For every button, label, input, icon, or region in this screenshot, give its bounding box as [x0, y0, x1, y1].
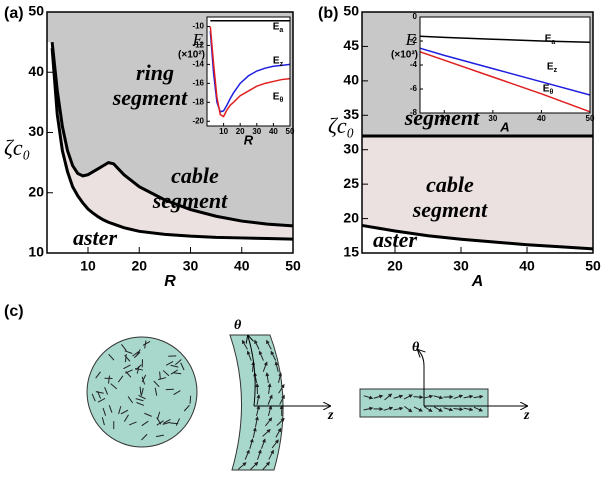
y-tick-label: 15	[343, 244, 359, 260]
x-tick-label: 20	[440, 114, 449, 123]
y-tick-label: 40	[28, 63, 44, 79]
y-tick-label: 0	[413, 12, 418, 21]
axis-label: θ	[412, 340, 420, 355]
y-tick-label: 50	[28, 3, 44, 19]
axis-label: z	[523, 408, 530, 423]
x-tick-label: 10	[80, 258, 96, 274]
x-tick-label: 40	[519, 258, 535, 274]
y-axis-note: (×10²)	[178, 50, 205, 61]
x-tick-label: 40	[234, 258, 250, 274]
x-tick-label: 50	[286, 127, 295, 136]
filament	[190, 396, 191, 404]
y-axis-note: (×10³)	[391, 50, 418, 61]
x-tick-label: 20	[131, 258, 147, 274]
y-tick-label: 45	[343, 37, 359, 53]
y-tick-label: 20	[343, 209, 359, 225]
x-tick-label: 10	[219, 127, 228, 136]
x-tick-label: 50	[585, 258, 601, 274]
x-tick-label: 30	[252, 127, 261, 136]
y-tick-label: 20	[28, 183, 44, 199]
inset-bg	[420, 17, 590, 113]
x-tick-label: 40	[537, 114, 546, 123]
figure: (c) ringsegmentcablesegmentaster10203040…	[0, 0, 603, 476]
y-tick-label: -14	[192, 60, 204, 69]
x-axis-label: R	[164, 273, 176, 290]
arrow	[414, 397, 423, 398]
x-tick-label: 30	[488, 114, 497, 123]
x-axis-label: R	[244, 132, 254, 147]
y-tick-label: 40	[343, 72, 359, 88]
y-axis-label: ζc₀	[328, 113, 354, 138]
x-tick-label: 50	[586, 114, 595, 123]
axis-label: z	[327, 408, 334, 423]
y-axis-label: E	[192, 30, 204, 49]
x-tick-label: 40	[269, 127, 278, 136]
y-tick-label: -8	[410, 108, 418, 117]
x-tick-label: 50	[285, 258, 301, 274]
y-axis-label: ζc₀	[4, 135, 30, 160]
panel-label: (a)	[4, 5, 24, 22]
y-tick-label: -16	[192, 78, 204, 87]
y-tick-label: 25	[343, 175, 359, 191]
y-tick-label: 10	[28, 244, 44, 260]
x-tick-label: 30	[453, 258, 469, 274]
axis-label: θ	[234, 318, 242, 333]
y-tick-label: -20	[192, 116, 204, 125]
region-label: aster	[73, 225, 117, 250]
x-tick-label: 30	[183, 258, 199, 274]
y-tick-label: 50	[343, 3, 359, 19]
panel-label: (c)	[4, 303, 24, 320]
x-axis-label: A	[499, 119, 509, 134]
y-tick-label: -4	[410, 60, 418, 69]
y-axis-label: E	[405, 30, 417, 49]
x-tick-label: 20	[387, 258, 403, 274]
y-tick-label: -6	[410, 84, 418, 93]
x-axis-label: A	[471, 273, 484, 290]
diagram	[87, 335, 488, 470]
y-tick-label: 30	[343, 140, 359, 156]
y-tick-label: 30	[28, 123, 44, 139]
panel-label: (b)	[318, 5, 338, 22]
band	[230, 335, 283, 470]
y-tick-label: -18	[192, 97, 204, 106]
